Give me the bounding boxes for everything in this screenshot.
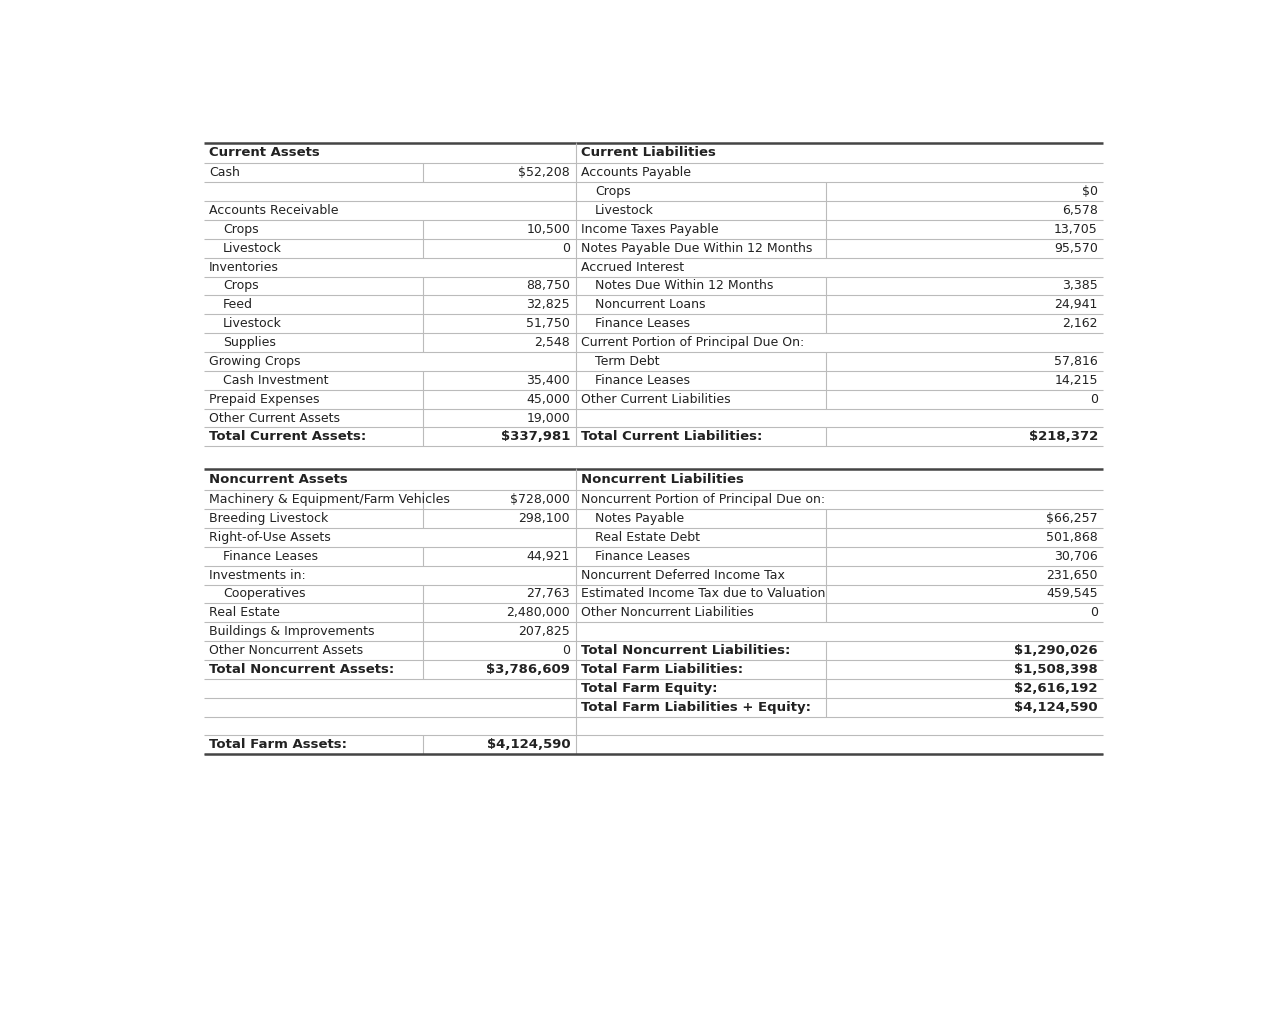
Text: Noncurrent Deferred Income Tax: Noncurrent Deferred Income Tax xyxy=(581,569,785,581)
Text: Inventories: Inventories xyxy=(209,261,279,274)
Text: Total Farm Equity:: Total Farm Equity: xyxy=(581,681,718,695)
Text: 501,868: 501,868 xyxy=(1047,530,1098,544)
Text: 2,548: 2,548 xyxy=(534,336,570,349)
Text: Noncurrent Assets: Noncurrent Assets xyxy=(209,474,348,486)
Text: $66,257: $66,257 xyxy=(1047,512,1098,525)
Text: Finance Leases: Finance Leases xyxy=(595,550,690,562)
Text: 231,650: 231,650 xyxy=(1047,569,1098,581)
Text: Real Estate Debt: Real Estate Debt xyxy=(595,530,700,544)
Text: Other Current Liabilities: Other Current Liabilities xyxy=(581,393,731,405)
Text: Livestock: Livestock xyxy=(223,317,282,330)
Text: $2,616,192: $2,616,192 xyxy=(1015,681,1098,695)
Text: 51,750: 51,750 xyxy=(527,317,570,330)
Text: 3,385: 3,385 xyxy=(1062,279,1098,293)
Text: $52,208: $52,208 xyxy=(519,166,570,179)
Text: 35,400: 35,400 xyxy=(527,374,570,387)
Text: 45,000: 45,000 xyxy=(527,393,570,405)
Text: Cash: Cash xyxy=(209,166,240,179)
Text: Investments in:: Investments in: xyxy=(209,569,306,581)
Text: Total Current Assets:: Total Current Assets: xyxy=(209,430,366,444)
Text: 10,500: 10,500 xyxy=(527,223,570,236)
Text: Total Noncurrent Liabilities:: Total Noncurrent Liabilities: xyxy=(581,644,790,657)
Text: 44,921: 44,921 xyxy=(527,550,570,562)
Text: 14,215: 14,215 xyxy=(1054,374,1098,387)
Text: Current Assets: Current Assets xyxy=(209,147,320,159)
Text: 95,570: 95,570 xyxy=(1054,242,1098,254)
Text: Total Farm Liabilities + Equity:: Total Farm Liabilities + Equity: xyxy=(581,701,811,713)
Text: Total Current Liabilities:: Total Current Liabilities: xyxy=(581,430,762,444)
Text: 6,578: 6,578 xyxy=(1062,204,1098,217)
Text: Growing Crops: Growing Crops xyxy=(209,355,301,368)
Text: Finance Leases: Finance Leases xyxy=(223,550,317,562)
Text: $218,372: $218,372 xyxy=(1029,430,1098,444)
Text: 32,825: 32,825 xyxy=(527,299,570,311)
Text: Breeding Livestock: Breeding Livestock xyxy=(209,512,328,525)
Text: 0: 0 xyxy=(1090,606,1098,619)
Text: Notes Payable: Notes Payable xyxy=(595,512,685,525)
Text: Accrued Interest: Accrued Interest xyxy=(581,261,685,274)
Text: Buildings & Improvements: Buildings & Improvements xyxy=(209,626,375,638)
Text: Total Noncurrent Assets:: Total Noncurrent Assets: xyxy=(209,663,394,676)
Text: Right-of-Use Assets: Right-of-Use Assets xyxy=(209,530,330,544)
Text: $728,000: $728,000 xyxy=(510,493,570,507)
Text: Feed: Feed xyxy=(223,299,252,311)
Text: Total Farm Liabilities:: Total Farm Liabilities: xyxy=(581,663,743,676)
Text: Accounts Payable: Accounts Payable xyxy=(581,166,691,179)
Text: Crops: Crops xyxy=(595,185,631,199)
Text: $3,786,609: $3,786,609 xyxy=(486,663,570,676)
Text: Current Liabilities: Current Liabilities xyxy=(581,147,715,159)
Text: 0: 0 xyxy=(562,242,570,254)
Text: 298,100: 298,100 xyxy=(519,512,570,525)
Text: $4,124,590: $4,124,590 xyxy=(1015,701,1098,713)
Text: 2,162: 2,162 xyxy=(1062,317,1098,330)
Text: Total Farm Assets:: Total Farm Assets: xyxy=(209,738,347,752)
Text: Noncurrent Loans: Noncurrent Loans xyxy=(595,299,705,311)
Text: 19,000: 19,000 xyxy=(527,412,570,425)
Text: $337,981: $337,981 xyxy=(501,430,570,444)
Text: Current Portion of Principal Due On:: Current Portion of Principal Due On: xyxy=(581,336,805,349)
Text: Livestock: Livestock xyxy=(223,242,282,254)
Text: 0: 0 xyxy=(1090,393,1098,405)
Text: 88,750: 88,750 xyxy=(527,279,570,293)
Text: 2,480,000: 2,480,000 xyxy=(506,606,570,619)
Text: 57,816: 57,816 xyxy=(1054,355,1098,368)
Text: 0: 0 xyxy=(562,644,570,657)
Text: Income Taxes Payable: Income Taxes Payable xyxy=(581,223,719,236)
Text: Other Current Assets: Other Current Assets xyxy=(209,412,340,425)
Text: Prepaid Expenses: Prepaid Expenses xyxy=(209,393,320,405)
Text: $4,124,590: $4,124,590 xyxy=(487,738,570,752)
Text: Notes Payable Due Within 12 Months: Notes Payable Due Within 12 Months xyxy=(581,242,812,254)
Text: Noncurrent Liabilities: Noncurrent Liabilities xyxy=(581,474,743,486)
Text: $0: $0 xyxy=(1082,185,1098,199)
Text: Cooperatives: Cooperatives xyxy=(223,587,306,601)
Text: $1,290,026: $1,290,026 xyxy=(1015,644,1098,657)
Text: Other Noncurrent Liabilities: Other Noncurrent Liabilities xyxy=(581,606,754,619)
Text: Notes Due Within 12 Months: Notes Due Within 12 Months xyxy=(595,279,774,293)
Text: Accounts Receivable: Accounts Receivable xyxy=(209,204,338,217)
Text: 459,545: 459,545 xyxy=(1047,587,1098,601)
Text: 207,825: 207,825 xyxy=(519,626,570,638)
Text: Estimated Income Tax due to Valuation: Estimated Income Tax due to Valuation xyxy=(581,587,825,601)
Text: Livestock: Livestock xyxy=(595,204,654,217)
Text: Real Estate: Real Estate xyxy=(209,606,279,619)
Text: Noncurrent Portion of Principal Due on:: Noncurrent Portion of Principal Due on: xyxy=(581,493,825,507)
Text: 13,705: 13,705 xyxy=(1054,223,1098,236)
Text: Crops: Crops xyxy=(223,223,259,236)
Text: Other Noncurrent Assets: Other Noncurrent Assets xyxy=(209,644,363,657)
Text: 30,706: 30,706 xyxy=(1054,550,1098,562)
Text: Finance Leases: Finance Leases xyxy=(595,317,690,330)
Text: Crops: Crops xyxy=(223,279,259,293)
Text: 24,941: 24,941 xyxy=(1054,299,1098,311)
Text: Finance Leases: Finance Leases xyxy=(595,374,690,387)
Text: $1,508,398: $1,508,398 xyxy=(1014,663,1098,676)
Text: Term Debt: Term Debt xyxy=(595,355,659,368)
Text: 27,763: 27,763 xyxy=(527,587,570,601)
Text: Machinery & Equipment/Farm Vehicles: Machinery & Equipment/Farm Vehicles xyxy=(209,493,450,507)
Text: Supplies: Supplies xyxy=(223,336,275,349)
Text: Cash Investment: Cash Investment xyxy=(223,374,329,387)
